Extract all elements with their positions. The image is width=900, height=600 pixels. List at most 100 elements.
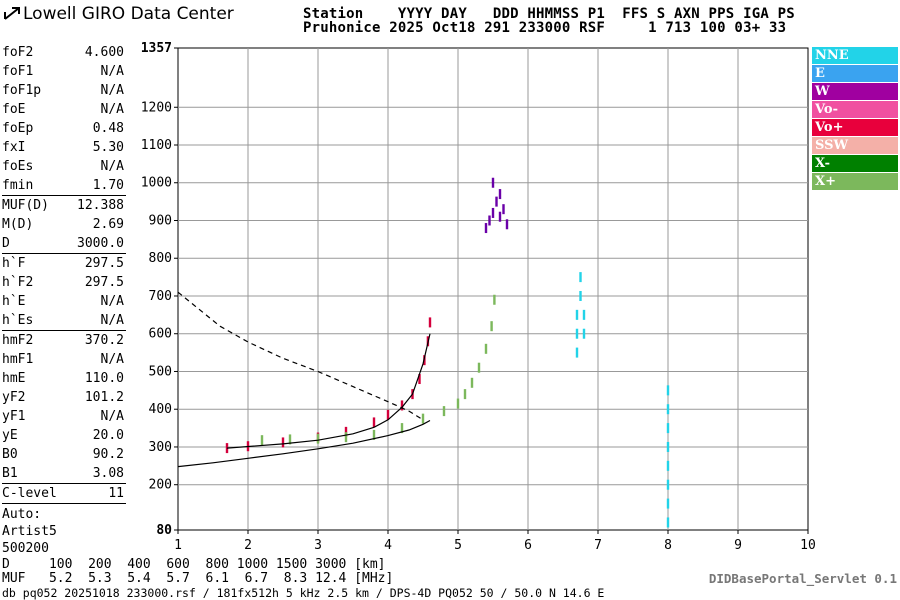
param-row-hf: h`F 297.5: [2, 254, 126, 273]
auto-line: 500200: [2, 541, 49, 556]
legend-item-x: X+: [812, 173, 898, 190]
muf-row: MUF 5.2 5.3 5.4 5.7 6.1 6.7 8.3 12.4 [MH…: [2, 571, 394, 586]
echo-point: [579, 290, 582, 301]
echo-point: [456, 398, 460, 409]
param-name: yF2: [2, 390, 26, 405]
param-name: hmF2: [2, 333, 34, 348]
param-row-fof1: foF1 N/A: [2, 62, 126, 81]
param-value: N/A: [100, 409, 124, 424]
param-name: D: [2, 236, 10, 251]
param-value: N/A: [100, 64, 124, 79]
param-value: N/A: [100, 159, 124, 174]
echo-point: [316, 433, 320, 444]
y-tick-label: 500: [149, 364, 172, 379]
echo-point: [579, 272, 582, 283]
param-row-fof2: foF2 4.600: [2, 43, 126, 62]
param-name: B0: [2, 447, 18, 462]
param-value: 110.0: [84, 371, 124, 386]
param-value: N/A: [100, 102, 124, 117]
param-row-mufd: MUF(D) 12.388: [2, 196, 126, 215]
param-name: foF1p: [2, 83, 42, 98]
echo-point: [428, 317, 432, 328]
param-row-b0: B0 90.2: [2, 445, 126, 464]
echo-point: [666, 441, 670, 452]
echo-point: [418, 374, 421, 385]
divider: [2, 330, 126, 331]
x-tick-label: 6: [524, 538, 532, 553]
param-name: foF2: [2, 45, 34, 60]
legend-item-vo: Vo+: [812, 119, 898, 136]
logo-text: Lowell GIRO Data Center: [23, 4, 234, 24]
echo-point: [575, 309, 579, 320]
param-row-fmin: fmin 1.70: [2, 176, 126, 195]
parameter-panel: foF2 4.600 foF1 N/A foF1p N/A foE N/A foEp 0.48 fx…: [2, 43, 126, 557]
echo-point: [582, 328, 586, 339]
y-tick-label: 1100: [141, 138, 172, 153]
param-value: 12.388: [77, 198, 124, 213]
lowell-giro-logo: Lowell GIRO Data Center: [3, 4, 234, 24]
profile-curve: [177, 291, 424, 421]
param-value: 2.69: [92, 217, 124, 232]
echo-point: [477, 362, 481, 373]
param-name: h`Es: [2, 313, 34, 328]
param-row-foes: foEs N/A: [2, 157, 126, 176]
echo-point: [400, 400, 404, 411]
param-row-yf1: yF1 N/A: [2, 407, 126, 426]
param-name: foEs: [2, 159, 34, 174]
legend-item-w: W: [812, 83, 898, 100]
param-value: 101.2: [84, 390, 124, 405]
profile-curve: [177, 419, 431, 468]
echo-point: [484, 343, 488, 354]
x-tick-label: 2: [244, 538, 252, 553]
x-tick-label: 5: [454, 538, 462, 553]
servlet-version: DIDBasePortal_Servlet 0.1: [708, 571, 897, 586]
echo-point: [372, 429, 376, 440]
legend-item-x: X-: [812, 155, 898, 172]
param-name: yF1: [2, 409, 26, 424]
param-value: 1.70: [92, 178, 124, 193]
echo-point: [498, 189, 502, 200]
param-value: 5.30: [92, 140, 124, 155]
x-tick-label: 1: [174, 538, 182, 553]
echo-point: [498, 211, 502, 222]
param-name: hmE: [2, 371, 26, 386]
param-name: B1: [2, 466, 18, 481]
param-name: fmin: [2, 178, 34, 193]
divider: [2, 253, 126, 254]
param-row-b1: B1 3.08: [2, 464, 126, 483]
echo-point: [463, 389, 467, 400]
echo-point: [582, 309, 586, 320]
param-value: 3.08: [92, 466, 124, 481]
y-tick-label: 800: [149, 251, 172, 266]
param-row-hmf2: hmF2 370.2: [2, 331, 126, 350]
y-tick-label: 300: [149, 440, 172, 455]
legend-item-vo: Vo-: [812, 101, 898, 118]
y-tick-label: 1200: [141, 100, 172, 115]
param-row-hf2: h`F2 297.5: [2, 273, 126, 292]
param-name: foEp: [2, 121, 34, 136]
echo-point: [505, 219, 509, 230]
param-value: N/A: [100, 352, 124, 367]
echo-point: [484, 223, 488, 234]
param-value: 297.5: [84, 256, 124, 271]
param-value: 297.5: [84, 275, 124, 290]
header-line-1: Station YYYY DAY DDD HHMMSS P1 FFS S AXN…: [303, 6, 795, 22]
divider: [2, 195, 126, 196]
echo-point: [666, 517, 670, 528]
param-name: foF1: [2, 64, 34, 79]
legend-item-nne: NNE: [812, 47, 898, 64]
param-name: MUF(D): [2, 198, 49, 213]
param-row-ye: yE 20.0: [2, 426, 126, 445]
echo-point: [344, 426, 348, 437]
auto-line: Artist5: [2, 524, 57, 539]
x-tick-label: 9: [734, 538, 742, 553]
param-value: 90.2: [92, 447, 124, 462]
param-row-yf2: yF2 101.2: [2, 388, 126, 407]
echo-point: [493, 294, 496, 305]
param-name: fxI: [2, 140, 26, 155]
file-info: db pq052 20251018 233000.rsf / 181fx512h…: [2, 586, 605, 600]
param-row-hmf1: hmF1 N/A: [2, 350, 126, 369]
echo-point: [491, 207, 495, 218]
echo-point: [470, 377, 474, 388]
param-row-clevel: C-level 11: [2, 484, 126, 503]
